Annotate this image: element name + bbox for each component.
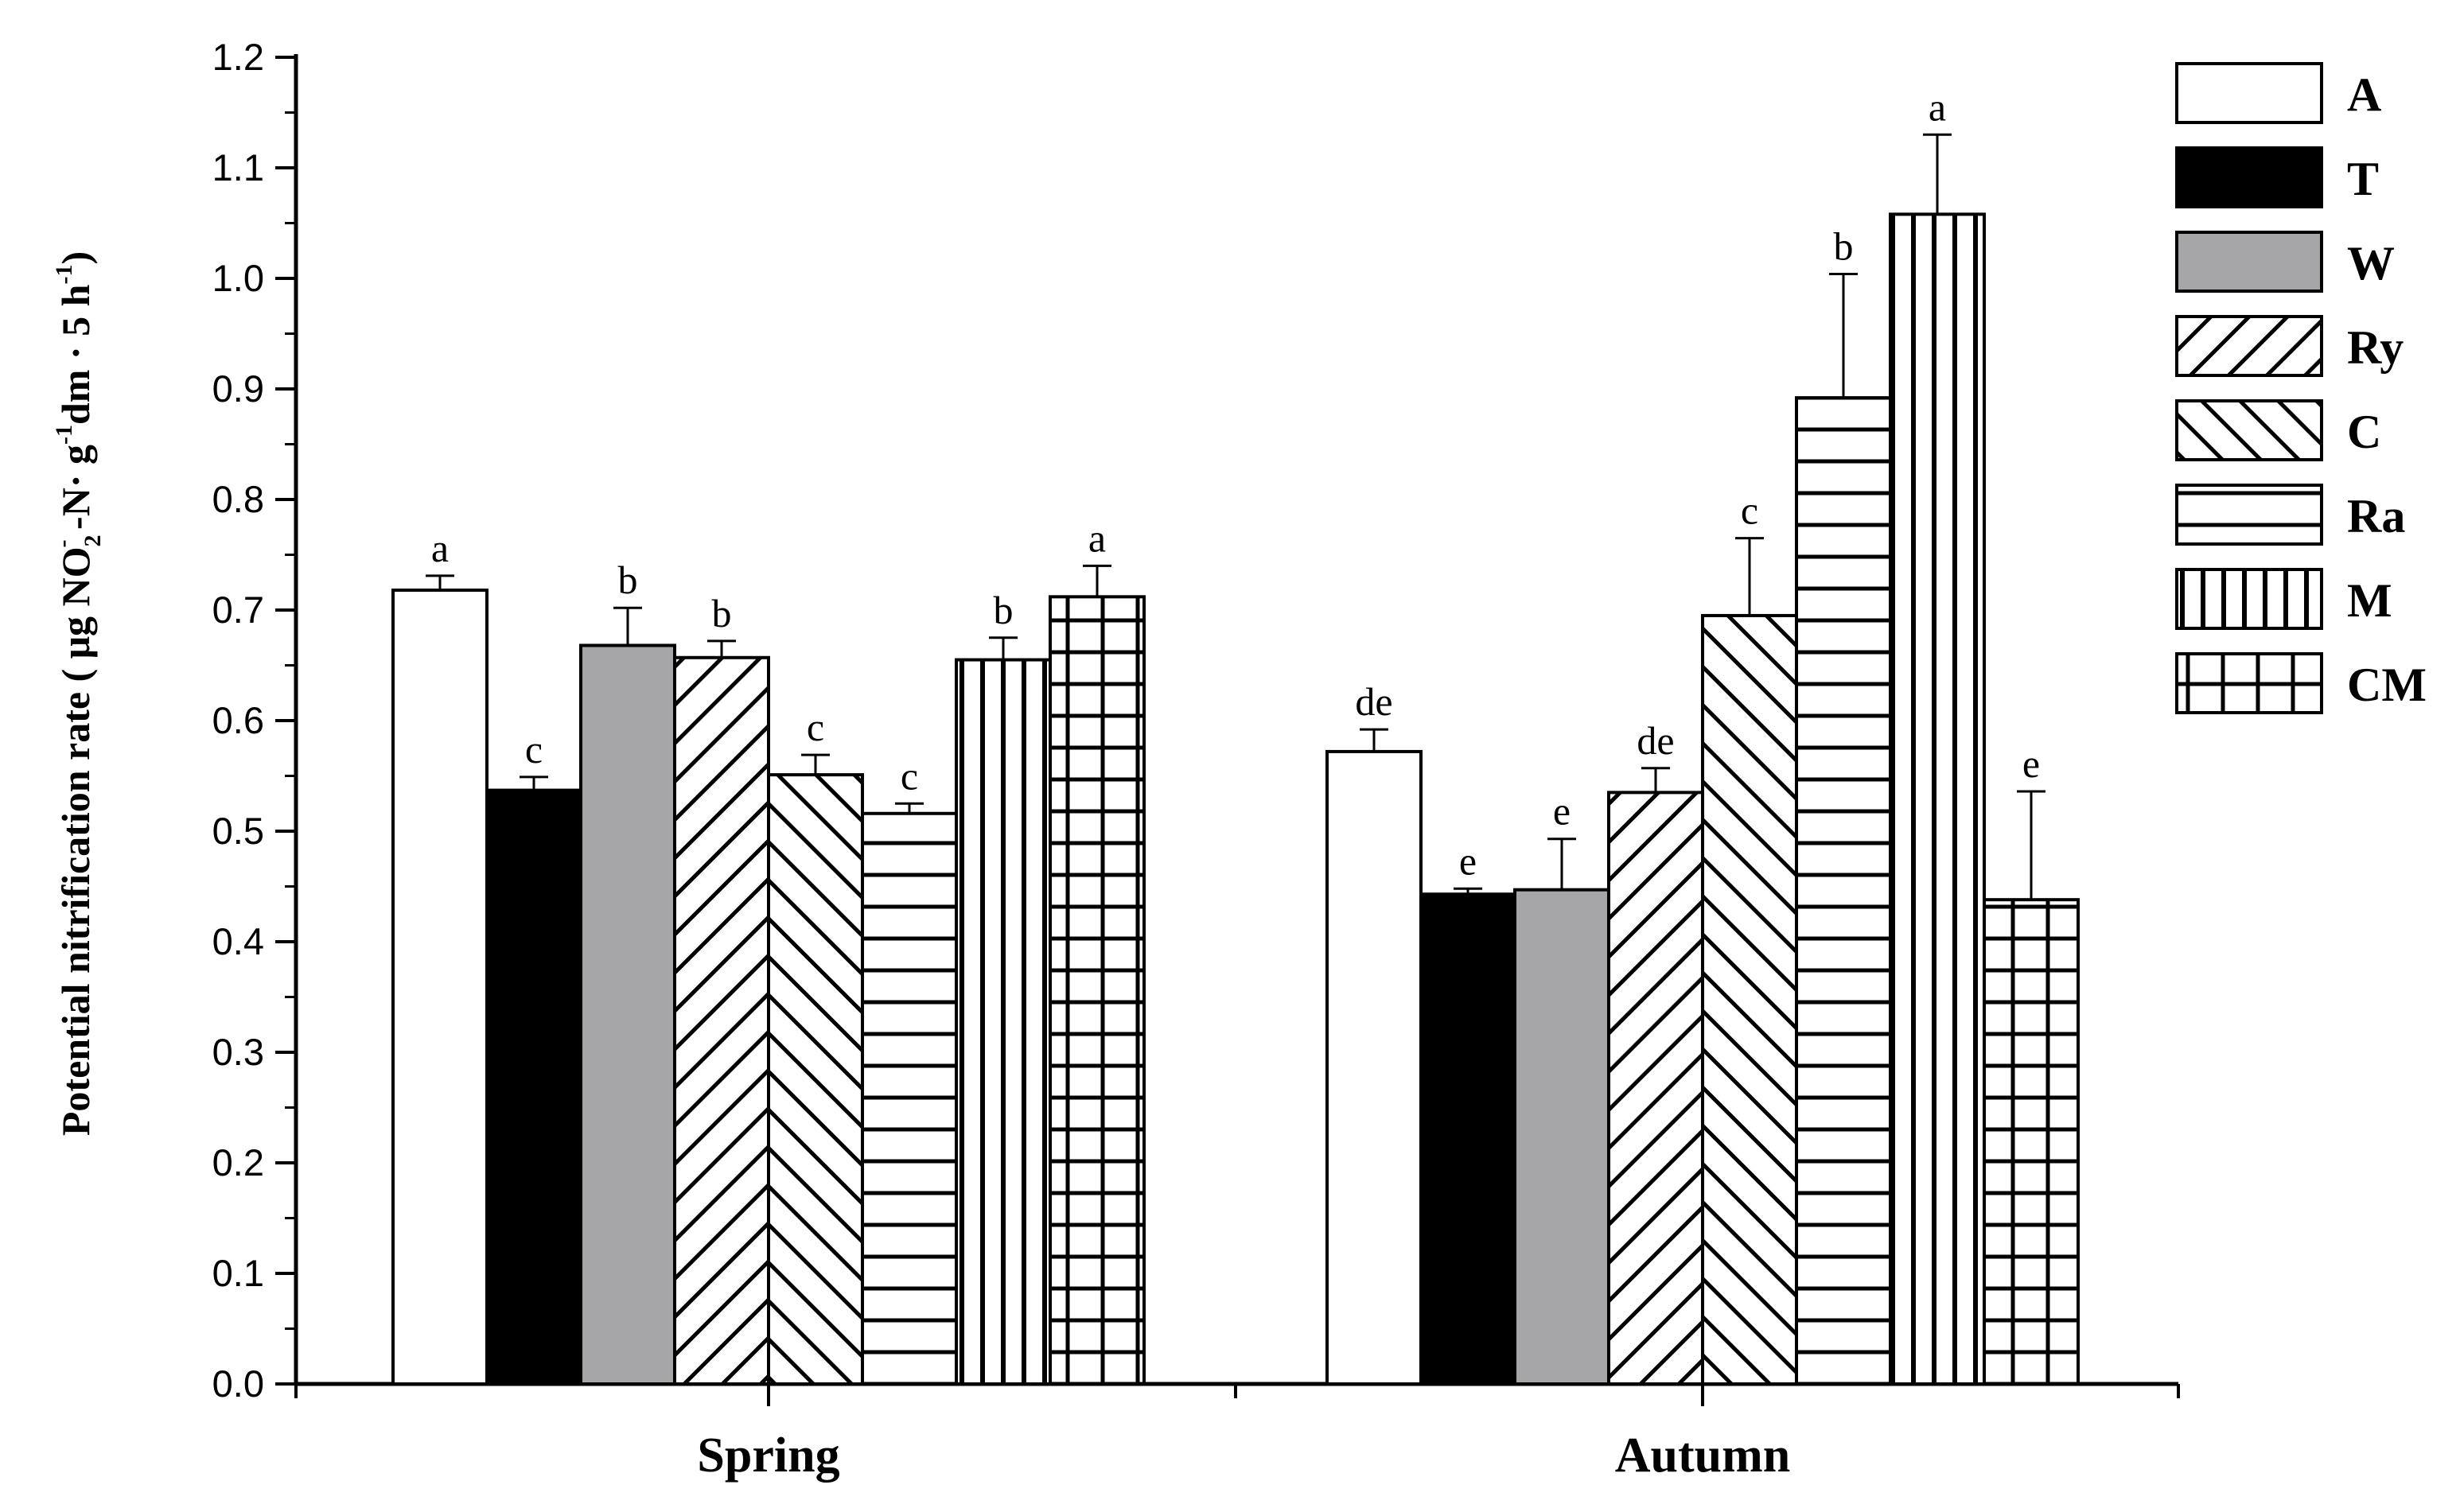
- legend-label-CM: CM: [2347, 659, 2427, 711]
- legend-swatch-C: [2175, 399, 2323, 461]
- bar-C-spring: [767, 773, 864, 1386]
- bar-Ra-spring: [861, 811, 958, 1386]
- y-tick-label: 0.7: [212, 589, 264, 631]
- bar-Ry-autumn: [1607, 791, 1704, 1386]
- legend-label-Ra: Ra: [2347, 490, 2405, 542]
- bar-CM-autumn: [1983, 898, 2080, 1386]
- significance-letter: b: [1834, 223, 1854, 268]
- legend-label-A: A: [2347, 68, 2381, 121]
- significance-letter: e: [1553, 789, 1571, 834]
- legend-swatch-Ry: [2175, 315, 2323, 377]
- y-tick-label: 0.3: [212, 1031, 264, 1073]
- y-tick-label: 0.4: [212, 920, 264, 962]
- significance-letter: c: [807, 705, 824, 749]
- bars: [391, 133, 2080, 1386]
- category-label: Spring: [697, 1428, 839, 1483]
- bar-C-autumn: [1701, 613, 1798, 1386]
- bar-Ra-autumn: [1795, 396, 1892, 1386]
- y-axis-title: Potential nitrification rate ( μg NO2- -…: [49, 251, 106, 1136]
- bar-T-spring: [485, 788, 582, 1386]
- bar-A-spring: [391, 588, 488, 1386]
- y-tick-label: 0.5: [212, 810, 264, 852]
- bar-CM-spring: [1049, 595, 1146, 1386]
- significance-letter: de: [1637, 718, 1674, 763]
- category-label: Autumn: [1615, 1428, 1791, 1483]
- bar-M-autumn: [1889, 212, 1986, 1386]
- bar-T-autumn: [1419, 892, 1516, 1386]
- significance-letter: e: [1459, 838, 1477, 883]
- legend-swatch-Ra: [2175, 484, 2323, 546]
- legend: ATW Ry C Ra M CM: [2175, 62, 2427, 714]
- significance-letter: c: [525, 727, 543, 772]
- bar-A-autumn: [1325, 749, 1423, 1386]
- bar-W-autumn: [1513, 888, 1610, 1386]
- significance-letter: de: [1355, 679, 1392, 724]
- y-tick-label: 1.0: [212, 257, 264, 299]
- y-tick-label: 0.6: [212, 699, 264, 741]
- bar-M-spring: [955, 658, 1052, 1386]
- significance-letter: e: [2022, 741, 2040, 786]
- significance-letter: b: [712, 591, 732, 636]
- y-tick-label: 1.2: [212, 36, 264, 78]
- y-tick-label: 0.9: [212, 367, 264, 410]
- legend-swatch-M: [2175, 568, 2323, 630]
- bar-Ry-spring: [673, 655, 770, 1386]
- significance-letter: b: [618, 558, 638, 602]
- legend-label-C: C: [2347, 406, 2381, 458]
- significance-letter: c: [1741, 488, 1758, 533]
- significance-letter: c: [901, 753, 918, 798]
- significance-letter: b: [994, 588, 1014, 632]
- legend-label-M: M: [2347, 574, 2392, 627]
- y-tick-label: 0.0: [212, 1362, 264, 1405]
- legend-label-Ry: Ry: [2347, 321, 2404, 374]
- y-tick-label: 0.2: [212, 1141, 264, 1184]
- bar-W-spring: [579, 643, 676, 1386]
- legend-label-T: T: [2347, 153, 2379, 205]
- y-tick-label: 1.1: [212, 146, 264, 189]
- legend-label-W: W: [2347, 237, 2395, 290]
- legend-swatch-A: [2175, 62, 2323, 124]
- legend-swatch-W: [2175, 231, 2323, 293]
- significance-letter: a: [1929, 84, 1946, 129]
- significance-letter: a: [1088, 515, 1106, 560]
- legend-swatch-T: [2175, 146, 2323, 208]
- y-tick-label: 0.8: [212, 478, 264, 520]
- significance-letter: a: [431, 526, 449, 570]
- legend-swatch-CM: [2175, 652, 2323, 714]
- significance-labels: a c b b c c b a de e e de c b a e: [431, 84, 2040, 883]
- y-tick-label: 0.1: [212, 1252, 264, 1294]
